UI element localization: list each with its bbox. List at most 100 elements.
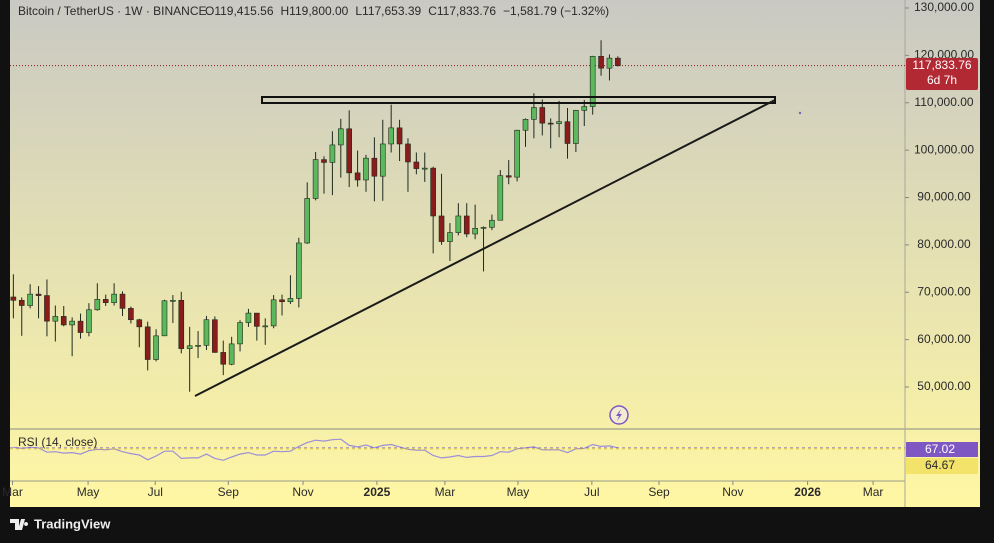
candle-body xyxy=(102,299,109,303)
footer-brand: TradingView xyxy=(34,516,111,531)
rsi-label: RSI (14, close) xyxy=(18,435,97,449)
candle-body xyxy=(27,293,33,306)
candle-body xyxy=(94,299,101,311)
candle-body xyxy=(86,309,92,333)
x-tick-label: May xyxy=(77,485,100,499)
x-tick-label: May xyxy=(507,485,530,499)
y-tick-label: 80,000.00 xyxy=(917,237,971,251)
chart-background xyxy=(10,0,980,507)
candle-body xyxy=(581,106,588,111)
candle-body xyxy=(514,129,520,178)
candle-body xyxy=(346,128,352,174)
candle-body xyxy=(354,172,361,181)
logo-mark xyxy=(10,519,29,530)
candle-body xyxy=(463,215,470,235)
rsi-tag xyxy=(906,442,978,457)
candle-body xyxy=(237,322,243,345)
last-price-label: 117,833.76 xyxy=(912,58,971,72)
candle-body xyxy=(489,219,495,228)
candle-body xyxy=(245,312,252,323)
candle-body xyxy=(119,293,126,309)
y-tick-label: 50,000.00 xyxy=(917,379,971,393)
x-tick-label: Nov xyxy=(722,485,743,499)
rsi-ma-tag xyxy=(906,458,978,474)
candle-body xyxy=(363,157,369,181)
candle-body xyxy=(228,343,235,365)
event-icon-bolt xyxy=(616,409,622,421)
candle-body xyxy=(279,299,285,303)
candle-body xyxy=(77,320,84,333)
logo: TradingView xyxy=(10,516,111,531)
y-tick-label: 60,000.00 xyxy=(917,332,971,346)
candle-body xyxy=(405,143,411,163)
y-tick-label: 110,000.00 xyxy=(914,95,973,109)
price-tag xyxy=(906,58,978,90)
candle-body xyxy=(178,300,185,349)
candle-body xyxy=(556,121,562,124)
x-tick-label: Mar xyxy=(863,485,884,499)
candle-body xyxy=(254,312,260,327)
x-tick-label: Jul xyxy=(584,485,599,499)
x-tick-label: Jul xyxy=(148,485,163,499)
candle-body xyxy=(547,122,554,125)
candle-body xyxy=(312,159,319,199)
x-tick-label: 2026 xyxy=(794,485,821,499)
candle-body xyxy=(497,175,504,221)
candle-body xyxy=(212,319,218,353)
candle-body xyxy=(321,159,327,163)
candle-body xyxy=(522,119,529,131)
candle-body xyxy=(573,110,579,144)
candle-body xyxy=(128,308,134,321)
y-tick-label: 90,000.00 xyxy=(917,190,971,204)
candle-body xyxy=(430,167,436,217)
candle-body xyxy=(111,293,117,303)
candle-body xyxy=(304,198,311,244)
candle-body xyxy=(287,298,294,303)
candle-body xyxy=(606,57,613,69)
candle-body xyxy=(203,319,210,346)
candle-body xyxy=(531,107,537,120)
trend-line xyxy=(194,99,776,397)
x-tick-label: Mar xyxy=(2,485,23,499)
candle-body xyxy=(472,227,478,235)
candle-body xyxy=(153,335,159,360)
candle-body xyxy=(598,56,604,69)
candle-body xyxy=(296,242,302,299)
x-tick-label: Mar xyxy=(435,485,456,499)
candle-body xyxy=(44,295,50,322)
candle-body xyxy=(388,127,394,145)
candle-body xyxy=(195,345,201,347)
x-tick-label: Sep xyxy=(648,485,670,499)
x-tick-label: Sep xyxy=(218,485,240,499)
candle-body xyxy=(447,232,453,242)
candle-body xyxy=(170,300,176,302)
rsi-value: 67.02 xyxy=(925,442,955,456)
candle-body xyxy=(438,215,445,242)
candle-body xyxy=(270,299,277,327)
candle-body xyxy=(161,300,168,337)
rsi-ma-value: 64.67 xyxy=(925,458,955,472)
candle-body xyxy=(413,161,420,169)
x-tick-label: Nov xyxy=(292,485,313,499)
countdown: 6d 7h xyxy=(927,73,957,87)
candle-body xyxy=(564,121,571,144)
candle-body xyxy=(371,157,378,177)
candle-body xyxy=(539,107,546,124)
candle-body xyxy=(480,227,487,229)
candle-body xyxy=(615,57,621,66)
candle-body xyxy=(10,296,17,301)
candle-body xyxy=(136,319,143,328)
y-tick-label: 100,000.00 xyxy=(914,142,974,156)
candle-body xyxy=(455,215,462,233)
header-value: O119,415.56 xyxy=(205,4,274,18)
candle-body xyxy=(396,127,403,145)
y-tick-label: 130,000.00 xyxy=(914,0,974,14)
candle-body xyxy=(505,175,512,178)
candle-body xyxy=(379,143,386,177)
candle-body xyxy=(329,144,336,163)
y-tick-label: 70,000.00 xyxy=(917,284,971,298)
header-value: C117,833.76 xyxy=(428,4,496,18)
candle-body xyxy=(589,56,596,107)
candle-body xyxy=(69,320,75,326)
